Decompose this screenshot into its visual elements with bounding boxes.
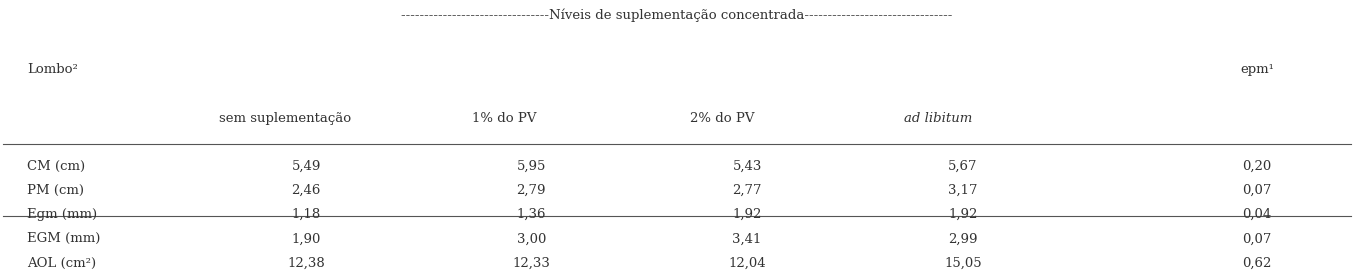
- Text: 1% do PV: 1% do PV: [473, 112, 536, 125]
- Text: 1,18: 1,18: [291, 208, 321, 221]
- Text: Lombo²: Lombo²: [27, 63, 79, 76]
- Text: 12,38: 12,38: [287, 257, 325, 269]
- Text: 5,95: 5,95: [517, 160, 546, 173]
- Text: --------------------------------Níveis de suplementação concentrada-------------: --------------------------------Níveis d…: [401, 9, 953, 22]
- Text: 1,92: 1,92: [733, 208, 762, 221]
- Text: AOL (cm²): AOL (cm²): [27, 257, 96, 269]
- Text: 1,36: 1,36: [517, 208, 546, 221]
- Text: 2,99: 2,99: [948, 232, 978, 245]
- Text: Egm (mm): Egm (mm): [27, 208, 97, 221]
- Text: epm¹: epm¹: [1240, 63, 1274, 76]
- Text: CM (cm): CM (cm): [27, 160, 85, 173]
- Text: 3,17: 3,17: [948, 184, 978, 197]
- Text: 12,33: 12,33: [512, 257, 550, 269]
- Text: 12,04: 12,04: [728, 257, 766, 269]
- Text: 5,67: 5,67: [948, 160, 978, 173]
- Text: 3,00: 3,00: [517, 232, 546, 245]
- Text: 0,07: 0,07: [1242, 184, 1271, 197]
- Text: 0,04: 0,04: [1242, 208, 1271, 221]
- Text: 1,92: 1,92: [948, 208, 978, 221]
- Text: 2,46: 2,46: [291, 184, 321, 197]
- Text: 3,41: 3,41: [733, 232, 762, 245]
- Text: 15,05: 15,05: [944, 257, 982, 269]
- Text: 2% do PV: 2% do PV: [691, 112, 756, 125]
- Text: sem suplementação: sem suplementação: [218, 112, 351, 125]
- Text: 0,62: 0,62: [1242, 257, 1271, 269]
- Text: 5,43: 5,43: [733, 160, 762, 173]
- Text: EGM (mm): EGM (mm): [27, 232, 100, 245]
- Text: 2,77: 2,77: [733, 184, 762, 197]
- Text: PM (cm): PM (cm): [27, 184, 84, 197]
- Text: 1,90: 1,90: [291, 232, 321, 245]
- Text: 0,07: 0,07: [1242, 232, 1271, 245]
- Text: 5,49: 5,49: [291, 160, 321, 173]
- Text: 0,20: 0,20: [1242, 160, 1271, 173]
- Text: ad libitum: ad libitum: [903, 112, 972, 125]
- Text: 2,79: 2,79: [517, 184, 546, 197]
